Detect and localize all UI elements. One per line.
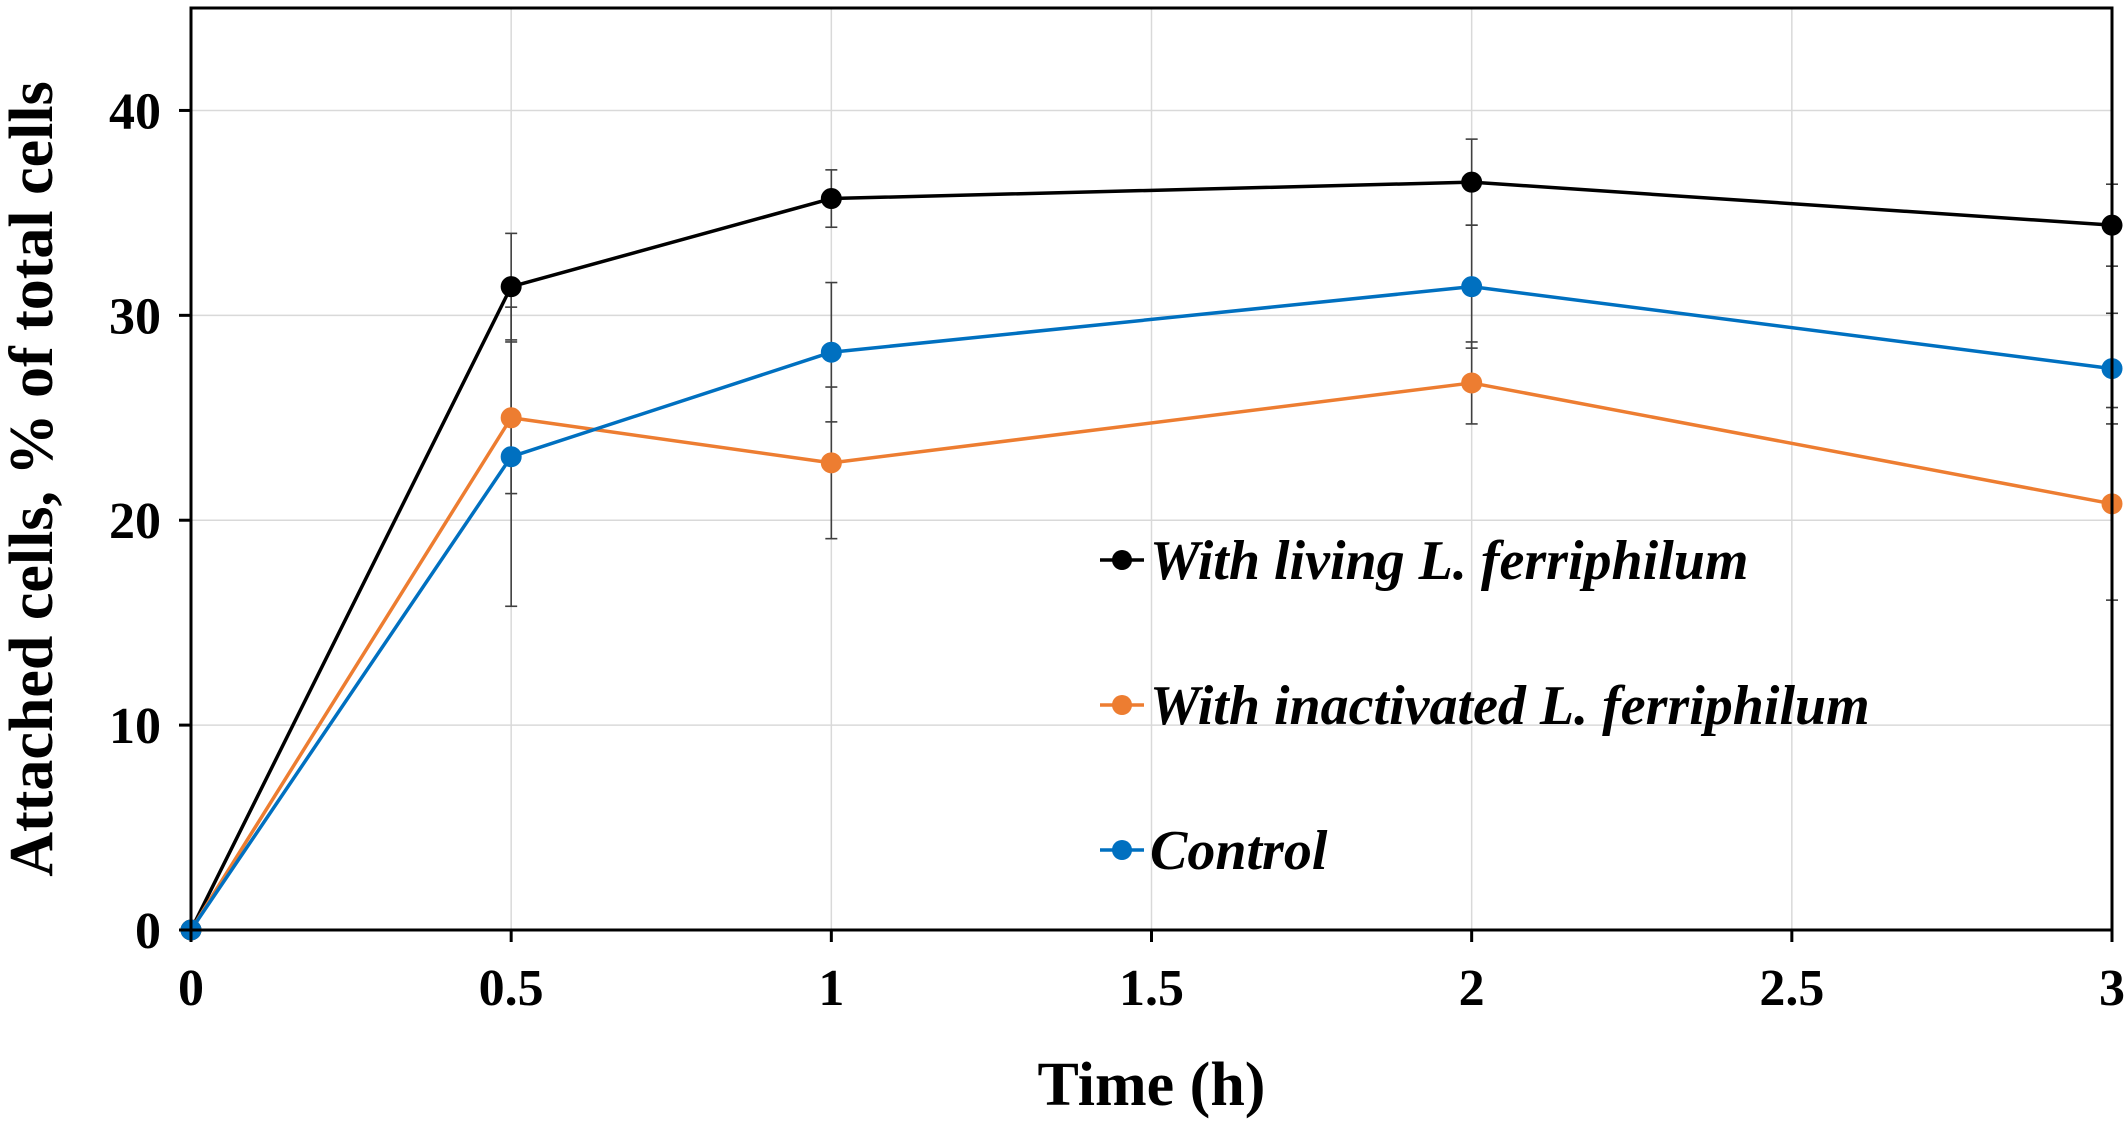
legend-label: Control [1150,820,1328,882]
data-point [820,188,842,210]
legend-marker [1112,695,1132,715]
legend-entry: With inactivated L. ferriphilum [1100,675,1870,737]
data-point [500,407,522,429]
x-tick-label: 0.5 [479,960,544,1017]
y-tick-label: 40 [109,83,161,140]
legend-label: With inactivated L. ferriphilum [1150,675,1870,737]
data-point [820,452,842,474]
legend-entry: Control [1100,820,1328,882]
legend: With living L. ferriphilum With inactivat… [1100,530,1870,882]
data-point [1461,276,1483,298]
x-tick-label: 0 [178,960,204,1017]
y-tick-label: 10 [109,698,161,755]
y-axis-title: Attached cells, % of total cells [0,81,66,876]
x-axis-title: Time (h) [1038,1051,1266,1119]
x-tick-label: 3 [2099,960,2125,1017]
x-tick-label: 1 [818,960,844,1017]
legend-label: With living L. ferriphilum [1150,530,1748,592]
legend-marker [1112,550,1132,570]
y-tick-label: 20 [109,493,161,550]
x-tick-label: 1.5 [1119,960,1184,1017]
data-point [1461,171,1483,193]
data-point [500,276,522,298]
data-point [820,341,842,363]
legend-marker [1112,840,1132,860]
y-tick-label: 30 [109,288,161,345]
data-point [1461,372,1483,394]
y-tick-label: 0 [135,903,161,960]
data-point [500,446,522,468]
legend-entry: With living L. ferriphilum [1100,530,1748,592]
x-tick-label: 2 [1459,960,1485,1017]
x-tick-label: 2.5 [1759,960,1824,1017]
